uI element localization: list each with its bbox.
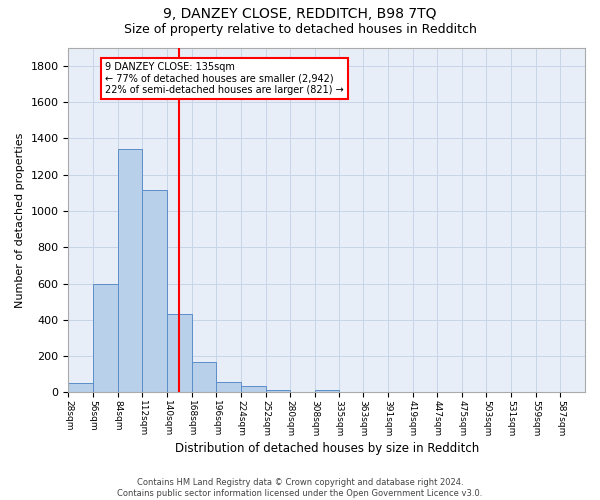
Bar — [118, 149, 142, 392]
Bar — [216, 382, 241, 392]
Y-axis label: Number of detached properties: Number of detached properties — [15, 132, 25, 308]
Text: Contains HM Land Registry data © Crown copyright and database right 2024.
Contai: Contains HM Land Registry data © Crown c… — [118, 478, 482, 498]
Bar — [167, 314, 191, 392]
Bar — [142, 190, 167, 392]
Text: 9, DANZEY CLOSE, REDDITCH, B98 7TQ: 9, DANZEY CLOSE, REDDITCH, B98 7TQ — [163, 8, 437, 22]
Bar — [266, 390, 290, 392]
Text: Size of property relative to detached houses in Redditch: Size of property relative to detached ho… — [124, 22, 476, 36]
X-axis label: Distribution of detached houses by size in Redditch: Distribution of detached houses by size … — [175, 442, 479, 455]
Bar — [241, 386, 266, 392]
Text: 9 DANZEY CLOSE: 135sqm
← 77% of detached houses are smaller (2,942)
22% of semi-: 9 DANZEY CLOSE: 135sqm ← 77% of detached… — [106, 62, 344, 95]
Bar — [93, 284, 118, 393]
Bar — [68, 384, 93, 392]
Bar — [191, 362, 216, 392]
Bar — [315, 390, 340, 392]
